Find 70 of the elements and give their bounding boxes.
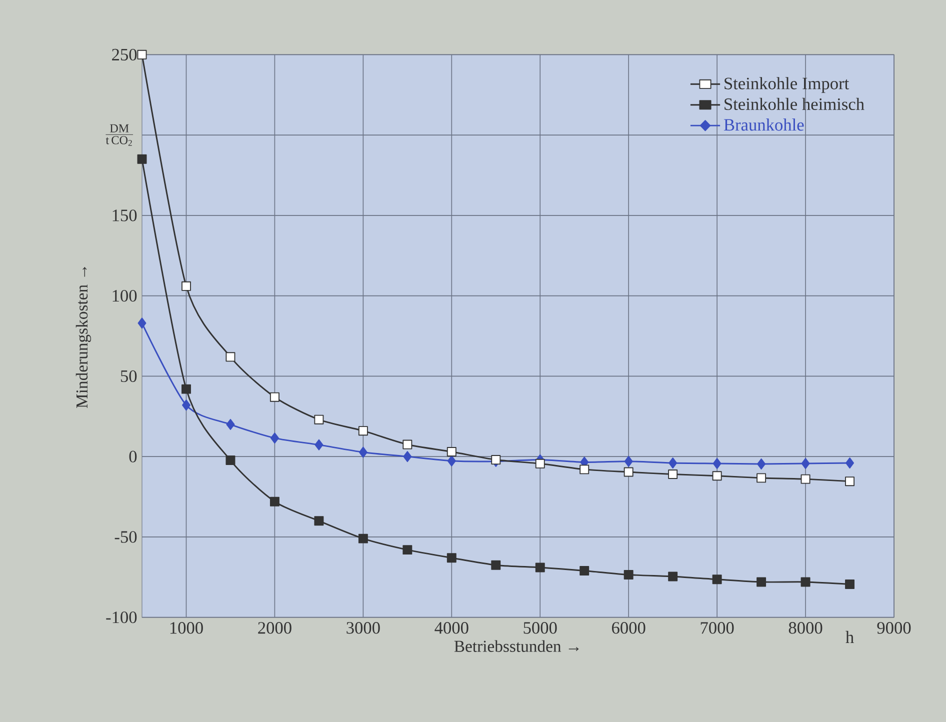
point	[226, 456, 236, 466]
point	[800, 577, 810, 587]
point	[491, 560, 501, 570]
x-tick-label: 1000	[170, 622, 203, 634]
point	[403, 451, 412, 462]
point	[756, 577, 766, 587]
legend-label: Steinkohle heimisch	[724, 98, 864, 110]
point	[712, 471, 722, 481]
point	[270, 432, 279, 444]
y-tick-label: -50	[114, 531, 137, 543]
point	[845, 579, 855, 589]
point	[845, 476, 855, 486]
y-tick-label: 50	[120, 370, 137, 382]
point	[712, 574, 722, 584]
point	[446, 447, 456, 456]
y-tick-label: 250	[112, 48, 137, 61]
point	[535, 562, 545, 572]
point	[314, 439, 324, 450]
x-tick-label: 8000	[788, 622, 822, 634]
point	[314, 414, 324, 424]
point	[358, 446, 368, 458]
point	[712, 458, 722, 470]
point	[624, 467, 634, 477]
point	[801, 458, 810, 470]
point	[402, 545, 412, 555]
point	[580, 464, 590, 474]
point	[668, 572, 678, 582]
point	[182, 281, 191, 291]
point	[624, 456, 633, 467]
point	[580, 566, 590, 576]
y-tick-label: 0	[129, 450, 137, 462]
point	[182, 400, 191, 411]
point	[624, 570, 634, 580]
point	[668, 457, 678, 469]
point	[358, 534, 368, 544]
point	[668, 470, 678, 479]
point	[270, 496, 280, 506]
x-tick-label: 6000	[612, 622, 646, 634]
y-axis-title: Minderungskosten →	[76, 266, 92, 408]
y-tick-label: -100	[106, 611, 137, 624]
x-tick-label: 5000	[524, 622, 557, 634]
point	[756, 473, 766, 483]
point	[182, 384, 191, 394]
y-tick-label: 150	[112, 210, 137, 222]
point	[226, 418, 235, 430]
point	[757, 458, 766, 470]
point	[138, 318, 146, 329]
point	[535, 458, 545, 468]
point	[314, 516, 324, 526]
legend-label: Braunkohle	[724, 118, 804, 131]
point	[446, 553, 456, 563]
x-tick-label: 2000	[258, 622, 292, 634]
x-tick-label: 3000	[346, 622, 380, 634]
point	[358, 426, 368, 436]
point	[800, 474, 810, 484]
point	[447, 455, 456, 466]
point	[402, 440, 412, 450]
x-tick-label: 4000	[434, 622, 468, 634]
x-tick-label: 9000	[877, 622, 911, 634]
point	[226, 352, 236, 362]
point	[270, 392, 280, 402]
point	[137, 154, 147, 164]
x-axis-title: Betriebsstunden →	[454, 640, 579, 652]
y-tick-label: 100	[112, 290, 137, 302]
text: h	[846, 630, 854, 643]
point	[846, 457, 854, 469]
x-tick-label: 7000	[700, 622, 734, 634]
point	[137, 50, 147, 60]
legend-label: Steinkohle Import	[724, 77, 850, 93]
text: $\frac{\mathrm{DM}}{\mathrm{t\,CO_2}}$	[106, 124, 134, 146]
